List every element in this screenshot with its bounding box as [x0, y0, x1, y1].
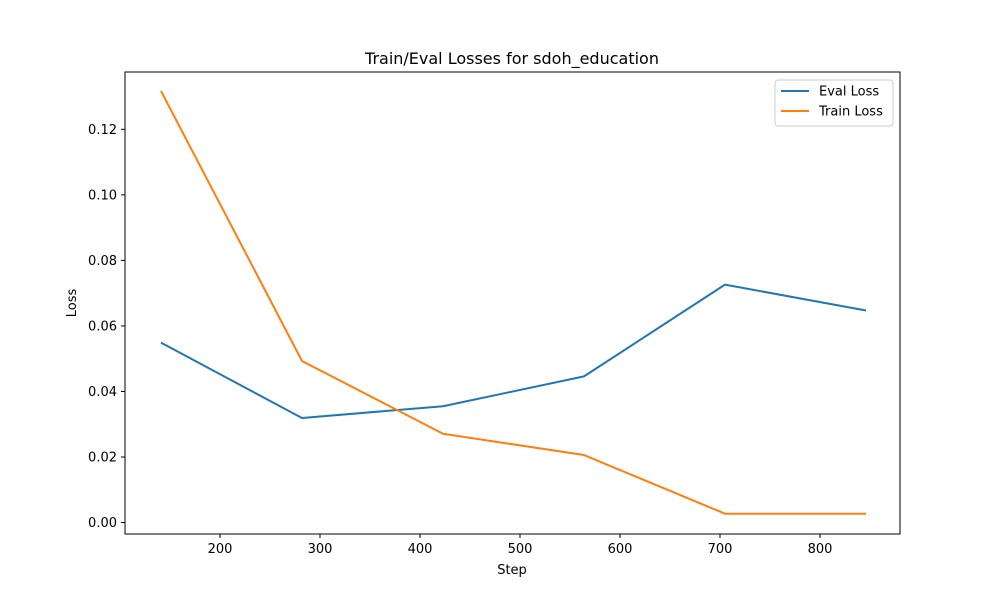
eval-loss-line: [160, 283, 867, 420]
chart-title: Train/Eval Losses for sdoh_education: [364, 49, 659, 69]
y-tick-label: 0.06: [88, 319, 117, 334]
y-axis-ticks: 0.00 0.02 0.04 0.06 0.08 0.10 0.12: [88, 123, 125, 531]
y-tick-label: 0.08: [88, 254, 117, 269]
legend-label-train-loss: Train Loss: [818, 105, 883, 120]
x-tick-label: 400: [408, 542, 433, 557]
legend-label-eval-loss: Eval Loss: [819, 85, 879, 100]
train-loss-line: [160, 90, 866, 515]
x-tick-label: 200: [208, 542, 233, 557]
x-tick-label: 300: [308, 542, 333, 557]
series-layer: [160, 90, 867, 515]
plot-area-frame: [124, 71, 901, 535]
y-tick-label: 0.12: [88, 123, 117, 138]
y-tick-label: 0.04: [88, 385, 117, 400]
x-tick-label: 500: [508, 542, 533, 557]
x-tick-label: 700: [708, 542, 733, 557]
x-axis-ticks: 200 300 400 500 600 700 800: [208, 534, 833, 557]
y-axis-label: Loss: [65, 289, 80, 318]
x-tick-label: 800: [808, 542, 833, 557]
y-tick-label: 0.02: [88, 451, 117, 466]
x-axis-label: Step: [497, 563, 527, 578]
y-tick-label: 0.10: [88, 188, 117, 203]
x-tick-label: 600: [608, 542, 633, 557]
legend: Eval Loss Train Loss: [774, 79, 894, 127]
y-tick-label: 0.00: [88, 516, 117, 531]
